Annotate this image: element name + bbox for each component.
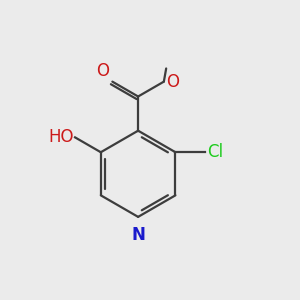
Text: N: N	[131, 226, 145, 244]
Text: O: O	[96, 62, 110, 80]
Text: HO: HO	[48, 128, 74, 146]
Text: Cl: Cl	[207, 143, 223, 161]
Text: O: O	[166, 73, 179, 91]
